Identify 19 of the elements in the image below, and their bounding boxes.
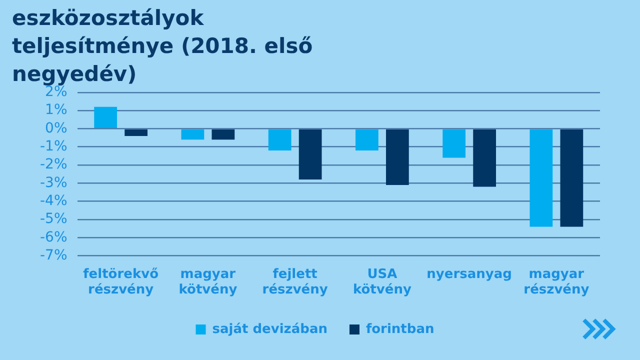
y-tick-label: -3% xyxy=(40,174,68,191)
y-tick-label: -2% xyxy=(40,156,68,173)
legend-label: forintban xyxy=(366,322,434,337)
chart-title: eszközosztályok teljesítménye (2018. első negyedév) xyxy=(12,5,314,86)
x-tick-label: feltörekvő részvény xyxy=(83,266,159,298)
x-tick-label: magyar részvény xyxy=(524,266,590,298)
y-tick-label: -4% xyxy=(40,192,68,209)
y-tick-label: -6% xyxy=(40,229,68,246)
y-tick-label: 1% xyxy=(45,102,68,118)
y-tick-label: 2% xyxy=(45,84,68,100)
y-tick-label: 0% xyxy=(45,120,68,136)
x-tick-label: nyersanyag xyxy=(426,266,512,282)
x-tick-label: USA kötvény xyxy=(352,266,412,298)
legend-label: saját devizában xyxy=(212,322,328,337)
x-tick-label: magyar kötvény xyxy=(178,266,238,298)
x-tick-label: fejlett részvény xyxy=(262,266,328,298)
y-tick-label: -1% xyxy=(40,138,68,155)
y-tick-label: -7% xyxy=(40,247,68,264)
y-tick-label: -5% xyxy=(40,211,68,228)
